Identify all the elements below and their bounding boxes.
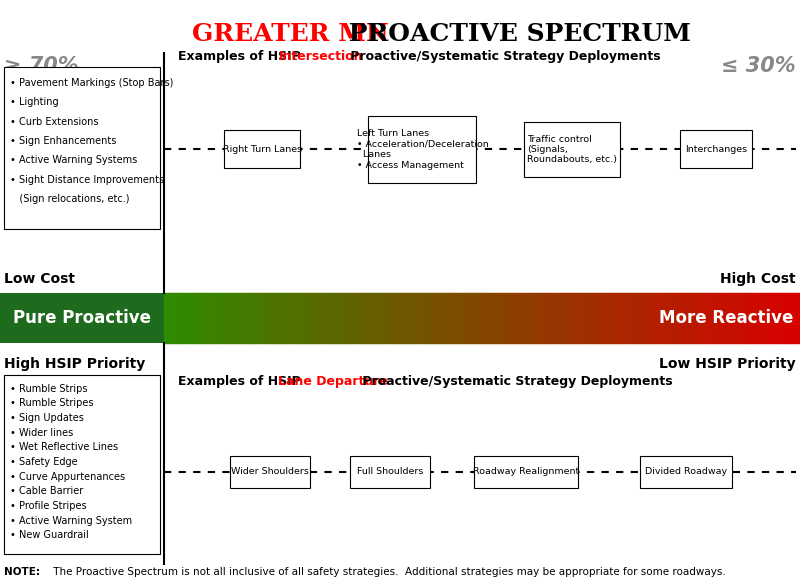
Text: • Sign Updates: • Sign Updates [10, 413, 84, 423]
FancyBboxPatch shape [640, 456, 733, 488]
Text: PROACTIVE SPECTRUM: PROACTIVE SPECTRUM [340, 22, 691, 46]
Text: • Cable Barrier: • Cable Barrier [10, 486, 84, 496]
FancyBboxPatch shape [224, 130, 301, 169]
Text: Divided Roadway: Divided Roadway [646, 467, 727, 476]
Text: • Wider lines: • Wider lines [10, 428, 74, 438]
Text: • New Guardrail: • New Guardrail [10, 530, 89, 540]
Text: The Proactive Spectrum is not all inclusive of all safety strategies.  Additiona: The Proactive Spectrum is not all inclus… [50, 567, 726, 577]
Text: ≥ 70%: ≥ 70% [4, 56, 78, 76]
Text: ≤ 30%: ≤ 30% [722, 56, 796, 76]
FancyBboxPatch shape [474, 456, 578, 488]
Text: • Curb Extensions: • Curb Extensions [10, 117, 99, 127]
Text: Wider Shoulders: Wider Shoulders [231, 467, 310, 476]
Text: Full Shoulders: Full Shoulders [358, 467, 423, 476]
Text: Low HSIP Priority: Low HSIP Priority [659, 357, 796, 372]
FancyBboxPatch shape [230, 456, 310, 488]
Text: Interchanges: Interchanges [685, 145, 747, 154]
Text: Examples of HSIP: Examples of HSIP [178, 50, 306, 63]
Text: • Wet Reflective Lines: • Wet Reflective Lines [10, 442, 118, 452]
FancyBboxPatch shape [4, 67, 160, 229]
Text: • Pavement Markings (Stop Bars): • Pavement Markings (Stop Bars) [10, 78, 174, 88]
Text: High HSIP Priority: High HSIP Priority [4, 357, 146, 372]
Text: • Rumble Strips: • Rumble Strips [10, 384, 88, 394]
Text: • Rumble Stripes: • Rumble Stripes [10, 398, 94, 408]
Text: • Lighting: • Lighting [10, 97, 59, 107]
Text: GREATER MN: GREATER MN [192, 22, 389, 46]
FancyBboxPatch shape [350, 456, 430, 488]
Text: Roadway Realignment: Roadway Realignment [474, 467, 579, 476]
Text: • Curve Appurtenances: • Curve Appurtenances [10, 472, 126, 482]
Text: Proactive/Systematic Strategy Deployments: Proactive/Systematic Strategy Deployment… [346, 50, 661, 63]
Text: NOTE:: NOTE: [4, 567, 40, 577]
FancyBboxPatch shape [4, 375, 160, 554]
Text: High Cost: High Cost [720, 272, 796, 287]
Text: Proactive/Systematic Strategy Deployments: Proactive/Systematic Strategy Deployment… [358, 375, 673, 388]
Text: • Sign Enhancements: • Sign Enhancements [10, 136, 117, 146]
Text: Intersection: Intersection [278, 50, 363, 63]
Text: Pure Proactive: Pure Proactive [13, 309, 151, 327]
Text: (Sign relocations, etc.): (Sign relocations, etc.) [10, 194, 130, 204]
Text: Traffic control
(Signals,
Roundabouts, etc.): Traffic control (Signals, Roundabouts, e… [527, 135, 617, 164]
FancyBboxPatch shape [680, 130, 752, 169]
Text: • Sight Distance Improvements: • Sight Distance Improvements [10, 175, 165, 185]
FancyBboxPatch shape [524, 122, 620, 177]
Text: • Active Warning System: • Active Warning System [10, 516, 133, 526]
Text: • Safety Edge: • Safety Edge [10, 457, 78, 467]
Text: Examples of HSIP: Examples of HSIP [178, 375, 306, 388]
Text: More Reactive: More Reactive [659, 309, 794, 327]
Text: Lane Departure: Lane Departure [278, 375, 388, 388]
Text: Right Turn Lanes: Right Turn Lanes [223, 145, 302, 154]
Text: Left Turn Lanes
• Acceleration/Deceleration
  Lanes
• Access Management: Left Turn Lanes • Acceleration/Decelerat… [357, 130, 488, 169]
Text: • Active Warning Systems: • Active Warning Systems [10, 155, 138, 165]
FancyBboxPatch shape [0, 293, 164, 343]
FancyBboxPatch shape [369, 116, 477, 183]
Text: Low Cost: Low Cost [4, 272, 75, 287]
Text: • Profile Stripes: • Profile Stripes [10, 501, 87, 511]
